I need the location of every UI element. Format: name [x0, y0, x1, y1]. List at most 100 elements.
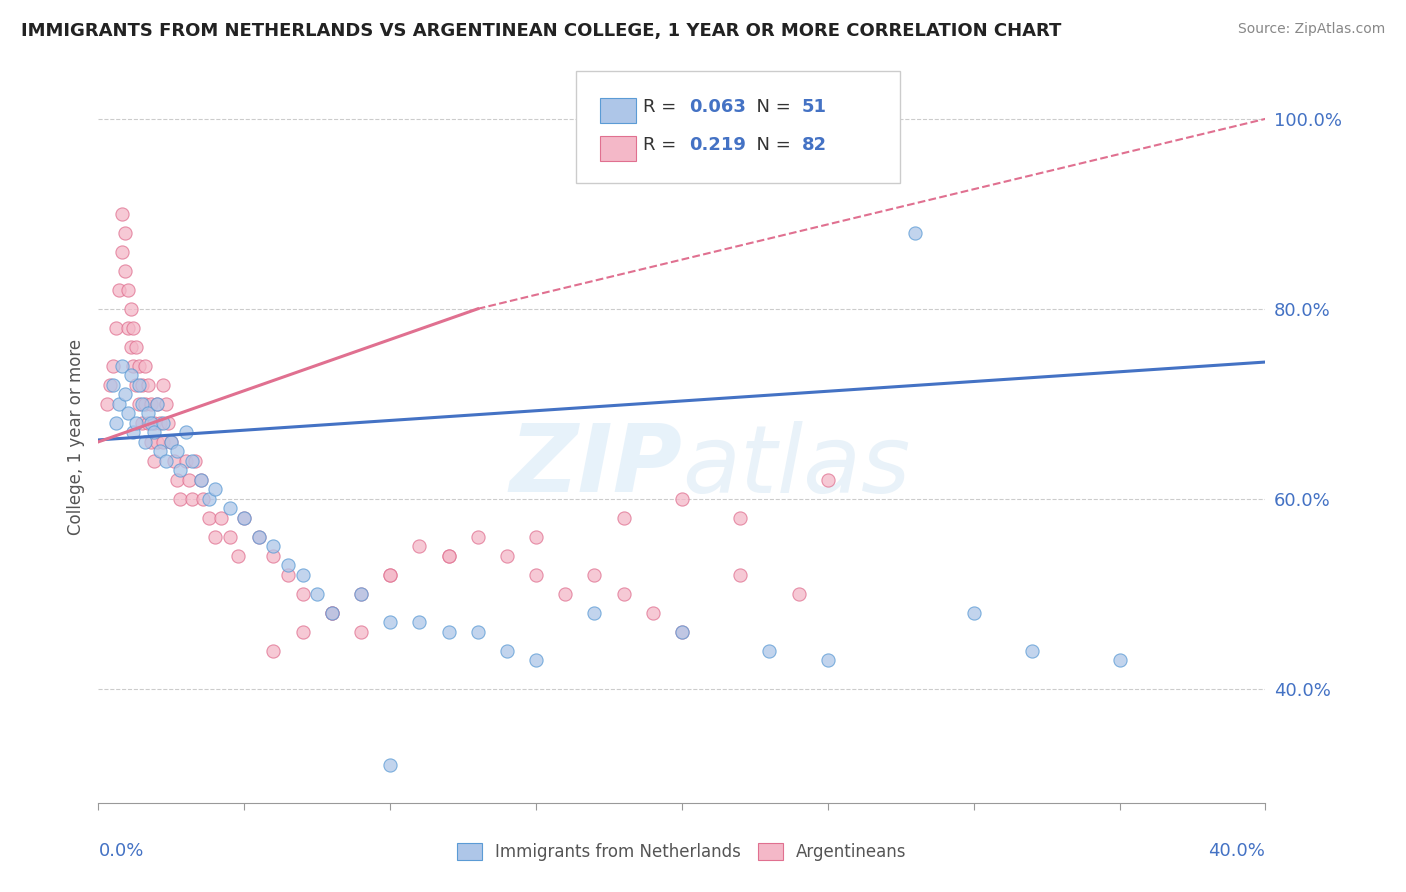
Point: [380, 615, 402, 630]
Point: [180, 491, 202, 506]
Point: [190, 473, 212, 487]
Point: [108, 397, 131, 411]
Point: [152, 434, 174, 449]
Point: [204, 530, 226, 544]
Point: [247, 530, 270, 544]
Point: [437, 549, 460, 563]
Text: 51: 51: [801, 98, 827, 116]
Point: [157, 416, 180, 430]
Point: [152, 377, 174, 392]
Point: [134, 434, 156, 449]
Point: [122, 359, 145, 373]
Point: [408, 539, 430, 553]
Point: [128, 377, 150, 392]
Point: [136, 377, 159, 392]
Point: [128, 359, 150, 373]
Point: [169, 491, 191, 506]
Point: [131, 377, 153, 392]
Point: [120, 340, 142, 354]
Point: [155, 397, 177, 411]
Text: N =: N =: [745, 136, 797, 154]
Point: [149, 416, 172, 430]
Point: [233, 511, 256, 525]
Point: [758, 644, 780, 658]
Point: [612, 511, 634, 525]
Text: N =: N =: [745, 98, 797, 116]
Point: [98, 377, 121, 392]
Point: [962, 606, 984, 620]
Point: [108, 283, 131, 297]
Point: [583, 606, 606, 620]
Point: [134, 397, 156, 411]
Point: [183, 454, 205, 468]
Point: [277, 558, 299, 573]
Point: [524, 653, 547, 667]
Point: [198, 511, 221, 525]
Point: [122, 321, 145, 335]
Point: [96, 397, 118, 411]
Point: [321, 606, 343, 620]
Point: [350, 624, 373, 639]
Text: 82: 82: [801, 136, 827, 154]
Point: [114, 226, 136, 240]
Point: [104, 416, 127, 430]
Point: [198, 491, 221, 506]
Point: [146, 434, 169, 449]
Point: [114, 264, 136, 278]
Point: [380, 567, 402, 582]
Point: [233, 511, 256, 525]
Point: [583, 567, 606, 582]
Point: [350, 587, 373, 601]
Point: [228, 549, 250, 563]
Point: [380, 757, 402, 772]
Point: [524, 567, 547, 582]
Point: [166, 444, 188, 458]
Text: 0.063: 0.063: [689, 98, 745, 116]
Point: [321, 606, 343, 620]
Point: [671, 624, 693, 639]
Text: atlas: atlas: [682, 421, 910, 512]
Point: [136, 406, 159, 420]
Point: [174, 454, 197, 468]
Point: [408, 615, 430, 630]
Point: [1021, 644, 1043, 658]
Point: [730, 511, 752, 525]
Point: [120, 368, 142, 383]
Point: [142, 425, 165, 440]
Point: [1108, 653, 1130, 667]
Point: [125, 377, 148, 392]
Point: [131, 416, 153, 430]
Point: [437, 549, 460, 563]
Point: [174, 425, 197, 440]
Point: [111, 359, 134, 373]
Point: [671, 491, 693, 506]
Point: [142, 454, 165, 468]
Point: [218, 501, 240, 516]
Point: [125, 416, 148, 430]
Point: [612, 587, 634, 601]
Text: 40.0%: 40.0%: [1209, 842, 1265, 860]
Point: [193, 491, 215, 506]
Point: [730, 567, 752, 582]
Text: IMMIGRANTS FROM NETHERLANDS VS ARGENTINEAN COLLEGE, 1 YEAR OR MORE CORRELATION C: IMMIGRANTS FROM NETHERLANDS VS ARGENTINE…: [21, 22, 1062, 40]
Point: [139, 434, 162, 449]
Point: [641, 606, 664, 620]
Point: [350, 587, 373, 601]
Point: [307, 587, 329, 601]
Point: [524, 530, 547, 544]
Text: 0.0%: 0.0%: [98, 842, 143, 860]
Point: [380, 567, 402, 582]
Point: [817, 653, 839, 667]
Point: [166, 473, 188, 487]
Point: [291, 567, 314, 582]
Point: [204, 483, 226, 497]
Point: [190, 473, 212, 487]
Point: [155, 454, 177, 468]
Point: [139, 397, 162, 411]
Point: [136, 416, 159, 430]
Point: [169, 463, 191, 477]
Point: [247, 530, 270, 544]
Text: 0.219: 0.219: [689, 136, 745, 154]
Text: Source: ZipAtlas.com: Source: ZipAtlas.com: [1237, 22, 1385, 37]
Point: [101, 359, 124, 373]
